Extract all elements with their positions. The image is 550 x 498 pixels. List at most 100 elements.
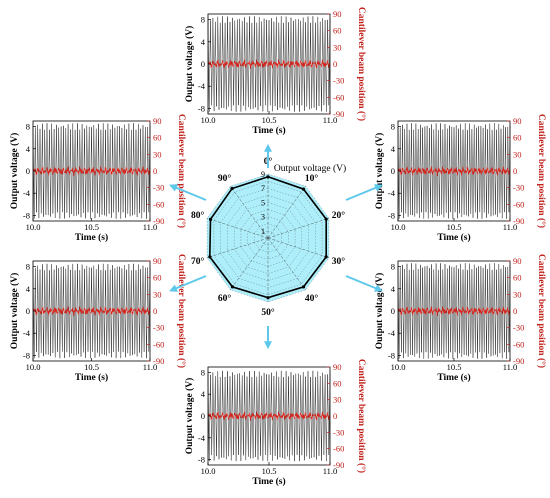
left-tick-label: 0 [201, 411, 205, 421]
radar-radial-tick-label: 3 [261, 213, 265, 222]
radar-data-point [324, 255, 328, 259]
left-axis-title: Output voltage (V) [374, 273, 385, 350]
radar-data-point [266, 296, 270, 300]
voltage-trace [32, 263, 151, 359]
left-tick-label: 8 [201, 367, 205, 377]
right-tick-label: -60 [333, 444, 344, 454]
left-tick-label: -4 [198, 433, 206, 443]
radar-data-point [266, 175, 270, 179]
x-axis-title: Time (s) [75, 372, 108, 383]
left-tick-label: 0 [26, 306, 30, 316]
radar-data-point [230, 285, 235, 289]
x-tick-label: 10.5 [262, 115, 277, 125]
x-axis-title: Time (s) [437, 232, 470, 243]
x-tick-label: 10.5 [262, 466, 277, 476]
right-tick-label: -90 [333, 109, 344, 119]
connector-arrow [345, 184, 383, 201]
right-tick-label: -90 [513, 216, 524, 226]
left-tick-label: 8 [391, 122, 395, 132]
left-tick-label: -4 [388, 188, 396, 198]
radar-spoke [267, 237, 306, 290]
beam-position-trace [207, 411, 331, 421]
radar-category-label: 20° [332, 210, 346, 221]
x-tick-label: 11.0 [503, 222, 518, 232]
x-tick-label: 11.0 [323, 115, 338, 125]
right-tick-label: 30 [153, 289, 162, 299]
left-tick-label: 0 [201, 59, 205, 69]
x-tick-label: 10.5 [84, 222, 99, 232]
radar-title: Output voltage (V) [274, 163, 346, 174]
panel-bottom: 8 4 0 -4 -8 90 60 30 0 -30 -60 -90 10.0 10.5 11.0 Time … [184, 359, 367, 487]
right-tick-label: 0 [513, 166, 517, 176]
radar-category-label: 80° [191, 210, 205, 221]
left-tick-label: -4 [388, 328, 396, 338]
x-axis-title: Time (s) [75, 232, 108, 243]
right-tick-label: -30 [333, 427, 344, 437]
left-tick-label: 4 [391, 144, 396, 154]
voltage-trace [207, 370, 331, 462]
radar-data-point [208, 255, 212, 259]
radar-grid-ring [254, 223, 282, 253]
right-tick-label: 60 [333, 26, 342, 36]
arrows-layer [169, 143, 383, 350]
right-axis-title: Cantilever beam position (°) [176, 114, 187, 228]
left-axis-title: Output voltage (V) [9, 273, 20, 350]
x-tick-label: 10.0 [201, 466, 216, 476]
voltage-trace [32, 123, 151, 219]
beam-position-trace [397, 166, 511, 177]
connector-arrow [169, 184, 207, 201]
right-tick-label: 0 [153, 166, 157, 176]
right-tick-label: -30 [513, 183, 524, 193]
radar-category-label: 60° [218, 293, 232, 304]
left-tick-label: -8 [198, 455, 205, 465]
panel-left-lower: 8 4 0 -4 -8 90 60 30 0 -30 -60 -90 10.0 10.5 11.0 Time … [9, 254, 187, 383]
right-tick-label: 30 [153, 149, 162, 159]
panel-left-upper: 8 4 0 -4 -8 90 60 30 0 -30 -60 -90 10.0 10.5 11.0 Time … [9, 114, 187, 243]
right-tick-label: -90 [153, 356, 164, 366]
right-tick-label: 0 [333, 411, 337, 421]
right-tick-label: 0 [153, 306, 157, 316]
left-tick-label: 0 [391, 166, 395, 176]
radar-grid-ring [234, 202, 302, 274]
radar-category-label: 40° [305, 293, 319, 304]
left-tick-label: 4 [201, 389, 206, 399]
left-tick-label: 8 [201, 15, 205, 25]
x-tick-label: 10.5 [447, 362, 462, 372]
radar-radial-tick-label: 1 [261, 227, 265, 236]
radar-data-point [301, 187, 306, 191]
radar-category-label: 50° [261, 307, 275, 318]
left-tick-label: -8 [23, 210, 30, 220]
x-axis-title: Time (s) [252, 125, 285, 136]
right-tick-label: -90 [333, 460, 344, 470]
radar-data-point [208, 217, 213, 221]
right-tick-label: -60 [333, 92, 344, 102]
right-tick-label: -60 [513, 199, 524, 209]
left-tick-label: 8 [26, 262, 30, 272]
right-tick-label: 60 [153, 273, 162, 283]
beam-position-trace [207, 59, 331, 70]
right-tick-label: -30 [153, 323, 164, 333]
right-axis-title: Cantilever beam position (°) [536, 254, 547, 368]
radar-radial-tick-label: 5 [261, 198, 265, 207]
right-tick-label: 60 [333, 378, 342, 388]
right-tick-label: -30 [333, 76, 344, 86]
radar-spoke [267, 237, 329, 258]
right-tick-label: -30 [513, 323, 524, 333]
left-tick-label: 4 [26, 144, 31, 154]
voltage-trace [207, 16, 331, 112]
right-axis-title: Cantilever beam position (°) [356, 7, 367, 121]
radar-spoke [230, 186, 269, 239]
right-tick-label: 90 [333, 362, 342, 372]
radar-grid-ring [247, 216, 289, 260]
x-tick-label: 10.0 [201, 115, 216, 125]
right-tick-label: 90 [513, 116, 522, 126]
right-axis-title: Cantilever beam position (°) [356, 359, 367, 473]
left-tick-label: 0 [391, 306, 395, 316]
right-tick-label: 30 [513, 149, 522, 159]
panel-right-upper: 8 4 0 -4 -8 90 60 30 0 -30 -60 -90 10.0 10.5 11.0 Time … [374, 114, 547, 243]
radar-radial-tick-label: 7 [261, 184, 265, 193]
x-tick-label: 11.0 [323, 466, 338, 476]
left-axis-title: Output voltage (V) [184, 378, 195, 455]
radar-data-point [230, 186, 234, 191]
right-tick-label: 0 [513, 306, 517, 316]
